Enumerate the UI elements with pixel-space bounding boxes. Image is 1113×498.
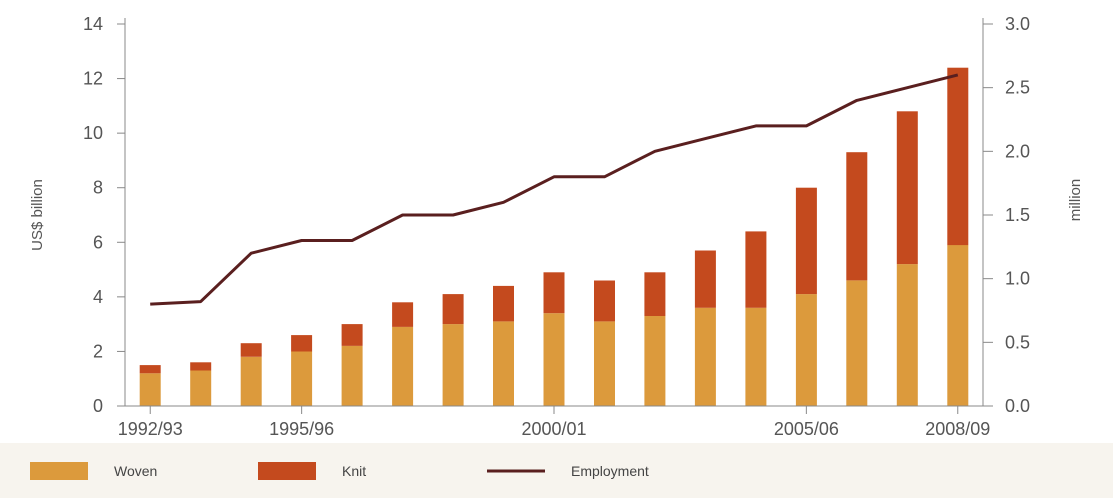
bar-knit-1996-97 — [341, 324, 363, 346]
bar-knit-2008-09 — [947, 67, 969, 246]
legend-band — [0, 443, 1113, 498]
left-tick-label: 8 — [93, 178, 103, 198]
right-tick-label: 0.5 — [1005, 332, 1030, 352]
axes-layer: 0 2 4 6 8 10 12 14 0.0 0.5 1.0 1.5 2.0 2.5 3.0 1992/93 1… — [29, 14, 1084, 439]
right-tick-label: 2.5 — [1005, 78, 1030, 98]
x-tick-label: 2000/01 — [521, 419, 586, 439]
legend-label-woven: Woven — [114, 463, 157, 479]
bar-woven-2004-05 — [745, 307, 767, 406]
bar-knit-2001-02 — [594, 280, 615, 322]
right-tick-label: 0.0 — [1005, 396, 1030, 416]
bar-knit-1993-94 — [190, 362, 212, 371]
bar-knit-1992-93 — [139, 365, 161, 374]
line-employment — [150, 73, 959, 306]
x-tick-label: 2005/06 — [774, 419, 839, 439]
bar-knit-1997-98 — [392, 302, 414, 327]
left-tick-label: 4 — [93, 287, 103, 307]
x-tick-label: 2008/09 — [925, 419, 990, 439]
legend-swatch-knit — [258, 462, 316, 480]
right-tick-label: 1.0 — [1005, 269, 1030, 289]
left-tick-label: 14 — [83, 14, 103, 34]
bars-layer — [139, 67, 969, 406]
legend-layer: Woven Knit Employment — [30, 462, 649, 480]
bar-knit-2000-01 — [543, 272, 565, 314]
x-tick-label: 1992/93 — [118, 419, 183, 439]
bar-knit-2002-03 — [644, 272, 666, 316]
bar-knit-1994-95 — [240, 343, 262, 357]
right-tick-label: 2.0 — [1005, 141, 1030, 161]
bar-woven-2007-08 — [896, 264, 918, 406]
bar-woven-2000-01 — [543, 313, 565, 406]
right-axis-title: million — [1067, 179, 1084, 222]
bar-woven-2001-02 — [594, 321, 615, 406]
bar-knit-1998-99 — [442, 294, 464, 325]
bar-woven-2008-09 — [947, 245, 969, 406]
bar-woven-2002-03 — [644, 316, 666, 406]
bar-woven-1998-99 — [442, 324, 464, 406]
bar-knit-2004-05 — [745, 231, 767, 308]
bar-woven-1994-95 — [240, 356, 262, 406]
bar-knit-2007-08 — [896, 111, 918, 265]
bar-woven-2003-04 — [694, 307, 716, 406]
x-tick-label: 1995/96 — [269, 419, 334, 439]
left-tick-label: 6 — [93, 232, 103, 252]
left-tick-label: 0 — [93, 396, 103, 416]
bar-woven-2005-06 — [795, 294, 817, 406]
legend-label-employment: Employment — [571, 463, 649, 479]
right-tick-label: 1.5 — [1005, 205, 1030, 225]
bar-knit-2003-04 — [694, 250, 716, 308]
bar-woven-1992-93 — [139, 373, 161, 406]
left-axis-title: US$ billion — [29, 179, 46, 251]
line-layer — [150, 73, 959, 306]
bar-knit-1995-96 — [291, 335, 313, 352]
left-tick-label: 2 — [93, 341, 103, 361]
bar-woven-2006-07 — [846, 280, 868, 406]
bar-woven-1996-97 — [341, 346, 363, 406]
right-tick-label: 3.0 — [1005, 14, 1030, 34]
bar-woven-1995-96 — [291, 351, 313, 406]
bar-knit-2005-06 — [795, 187, 817, 295]
bar-knit-2006-07 — [846, 152, 868, 281]
left-tick-label: 12 — [83, 69, 103, 89]
legend-label-knit: Knit — [342, 463, 366, 479]
legend-swatch-woven — [30, 462, 88, 480]
bar-woven-1993-94 — [190, 370, 212, 406]
left-tick-label: 10 — [83, 123, 103, 143]
bar-knit-1999-00 — [493, 285, 514, 322]
bar-woven-1997-98 — [392, 326, 414, 406]
bar-woven-1999-00 — [493, 321, 514, 406]
